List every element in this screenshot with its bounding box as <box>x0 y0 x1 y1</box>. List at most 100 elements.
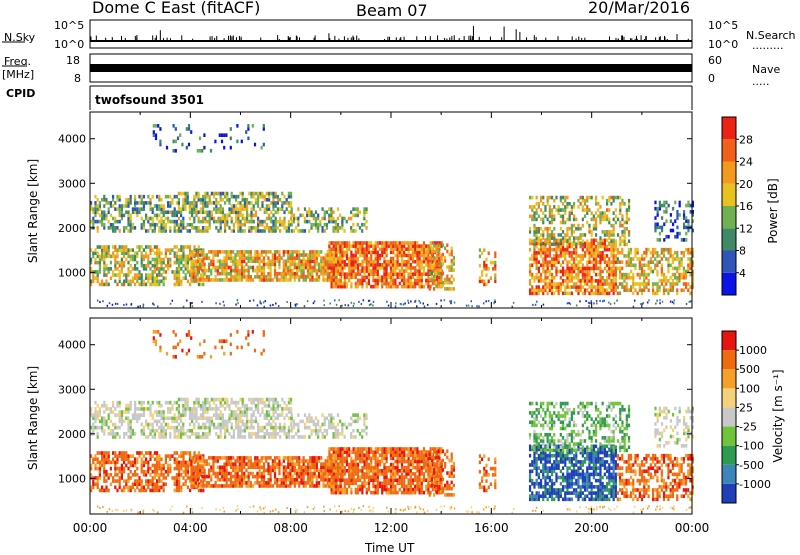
power-cell <box>676 279 678 283</box>
velocity-cell <box>121 420 123 424</box>
power-cell <box>318 278 320 282</box>
velocity-cell <box>257 401 259 405</box>
power-cell <box>573 282 575 286</box>
power-cell <box>575 243 577 247</box>
power-cell <box>204 192 206 196</box>
power-cell <box>621 285 623 289</box>
velocity-cell <box>125 410 127 414</box>
power-cell <box>363 269 365 273</box>
power-cell <box>200 201 202 205</box>
velocity-cell <box>158 467 160 471</box>
power-cell <box>158 273 160 277</box>
power-cell <box>423 272 425 276</box>
power-cell <box>130 195 132 199</box>
power-cell <box>542 196 544 200</box>
power-cell <box>626 208 628 212</box>
power-cell <box>531 276 533 280</box>
power-cell <box>149 245 151 249</box>
power-cell <box>425 254 427 258</box>
power-cell <box>298 275 300 279</box>
power-cell <box>685 276 687 280</box>
power-cell <box>379 266 381 270</box>
power-cell <box>187 195 189 199</box>
power-cell <box>296 266 298 270</box>
power-cell <box>279 229 281 233</box>
power-cell <box>292 275 294 279</box>
power-cell <box>564 196 566 200</box>
power-cell <box>555 282 557 286</box>
power-cell <box>94 214 96 218</box>
velocity-cell <box>200 407 202 411</box>
power-cell <box>652 251 654 255</box>
velocity-cell <box>228 432 230 436</box>
power-cell <box>630 270 632 274</box>
power-cell <box>427 251 429 255</box>
power-cell <box>176 245 178 249</box>
power-cell <box>630 257 632 261</box>
power-cell <box>221 263 223 267</box>
velocity-cell <box>171 454 173 458</box>
power-cell <box>226 220 228 224</box>
power-cell <box>114 245 116 249</box>
power-cell <box>315 223 317 227</box>
power-cell <box>270 272 272 276</box>
velocity-cell <box>143 407 145 411</box>
power-cell <box>204 195 206 199</box>
power-cell <box>330 260 332 264</box>
power-cell <box>226 272 228 276</box>
power-cell <box>344 254 346 258</box>
power-cell <box>241 140 243 144</box>
velocity-cell <box>121 470 123 474</box>
power-cell <box>335 257 337 261</box>
power-cell <box>637 248 639 252</box>
power-cell <box>599 211 601 215</box>
power-cell <box>311 275 313 279</box>
power-cell <box>659 201 661 205</box>
power-cell <box>540 199 542 203</box>
power-cell <box>533 224 535 228</box>
power-cell <box>232 259 234 263</box>
power-cell <box>560 221 562 225</box>
velocity-cell <box>261 426 263 430</box>
power-cell <box>309 278 311 282</box>
power-cell <box>274 263 276 267</box>
power-cell <box>108 210 110 214</box>
power-cell <box>608 221 610 225</box>
velocity-cell <box>178 435 180 439</box>
power-cell <box>361 285 363 289</box>
power-cell <box>661 273 663 277</box>
power-cell <box>494 279 496 283</box>
velocity-cell <box>158 413 160 417</box>
power-cell <box>234 256 236 260</box>
power-cell <box>421 254 423 258</box>
velocity-cell <box>231 426 233 430</box>
power-cell <box>560 270 562 274</box>
power-cell <box>231 207 233 211</box>
power-cell <box>94 276 96 280</box>
power-cell <box>317 223 319 227</box>
power-cell <box>303 269 305 273</box>
power-cell <box>591 243 593 247</box>
power-cell <box>283 210 285 214</box>
power-cell <box>283 278 285 282</box>
power-cell <box>348 269 350 273</box>
velocity-cell <box>132 429 134 433</box>
power-cell <box>359 247 361 251</box>
power-cell <box>690 210 692 214</box>
power-cell <box>337 217 339 221</box>
velocity-cell <box>141 461 143 465</box>
power-cell <box>401 251 403 255</box>
power-cell <box>540 233 542 237</box>
power-cell <box>114 220 116 224</box>
power-cell <box>614 302 616 304</box>
power-cell <box>440 284 442 288</box>
power-cell <box>189 283 191 287</box>
power-cell <box>558 243 560 247</box>
power-cell <box>279 220 281 224</box>
power-cell <box>670 219 672 223</box>
power-cell <box>226 195 228 199</box>
power-cell <box>485 264 487 268</box>
power-cell <box>264 195 266 199</box>
power-cell <box>597 267 599 271</box>
power-cell <box>290 217 292 221</box>
